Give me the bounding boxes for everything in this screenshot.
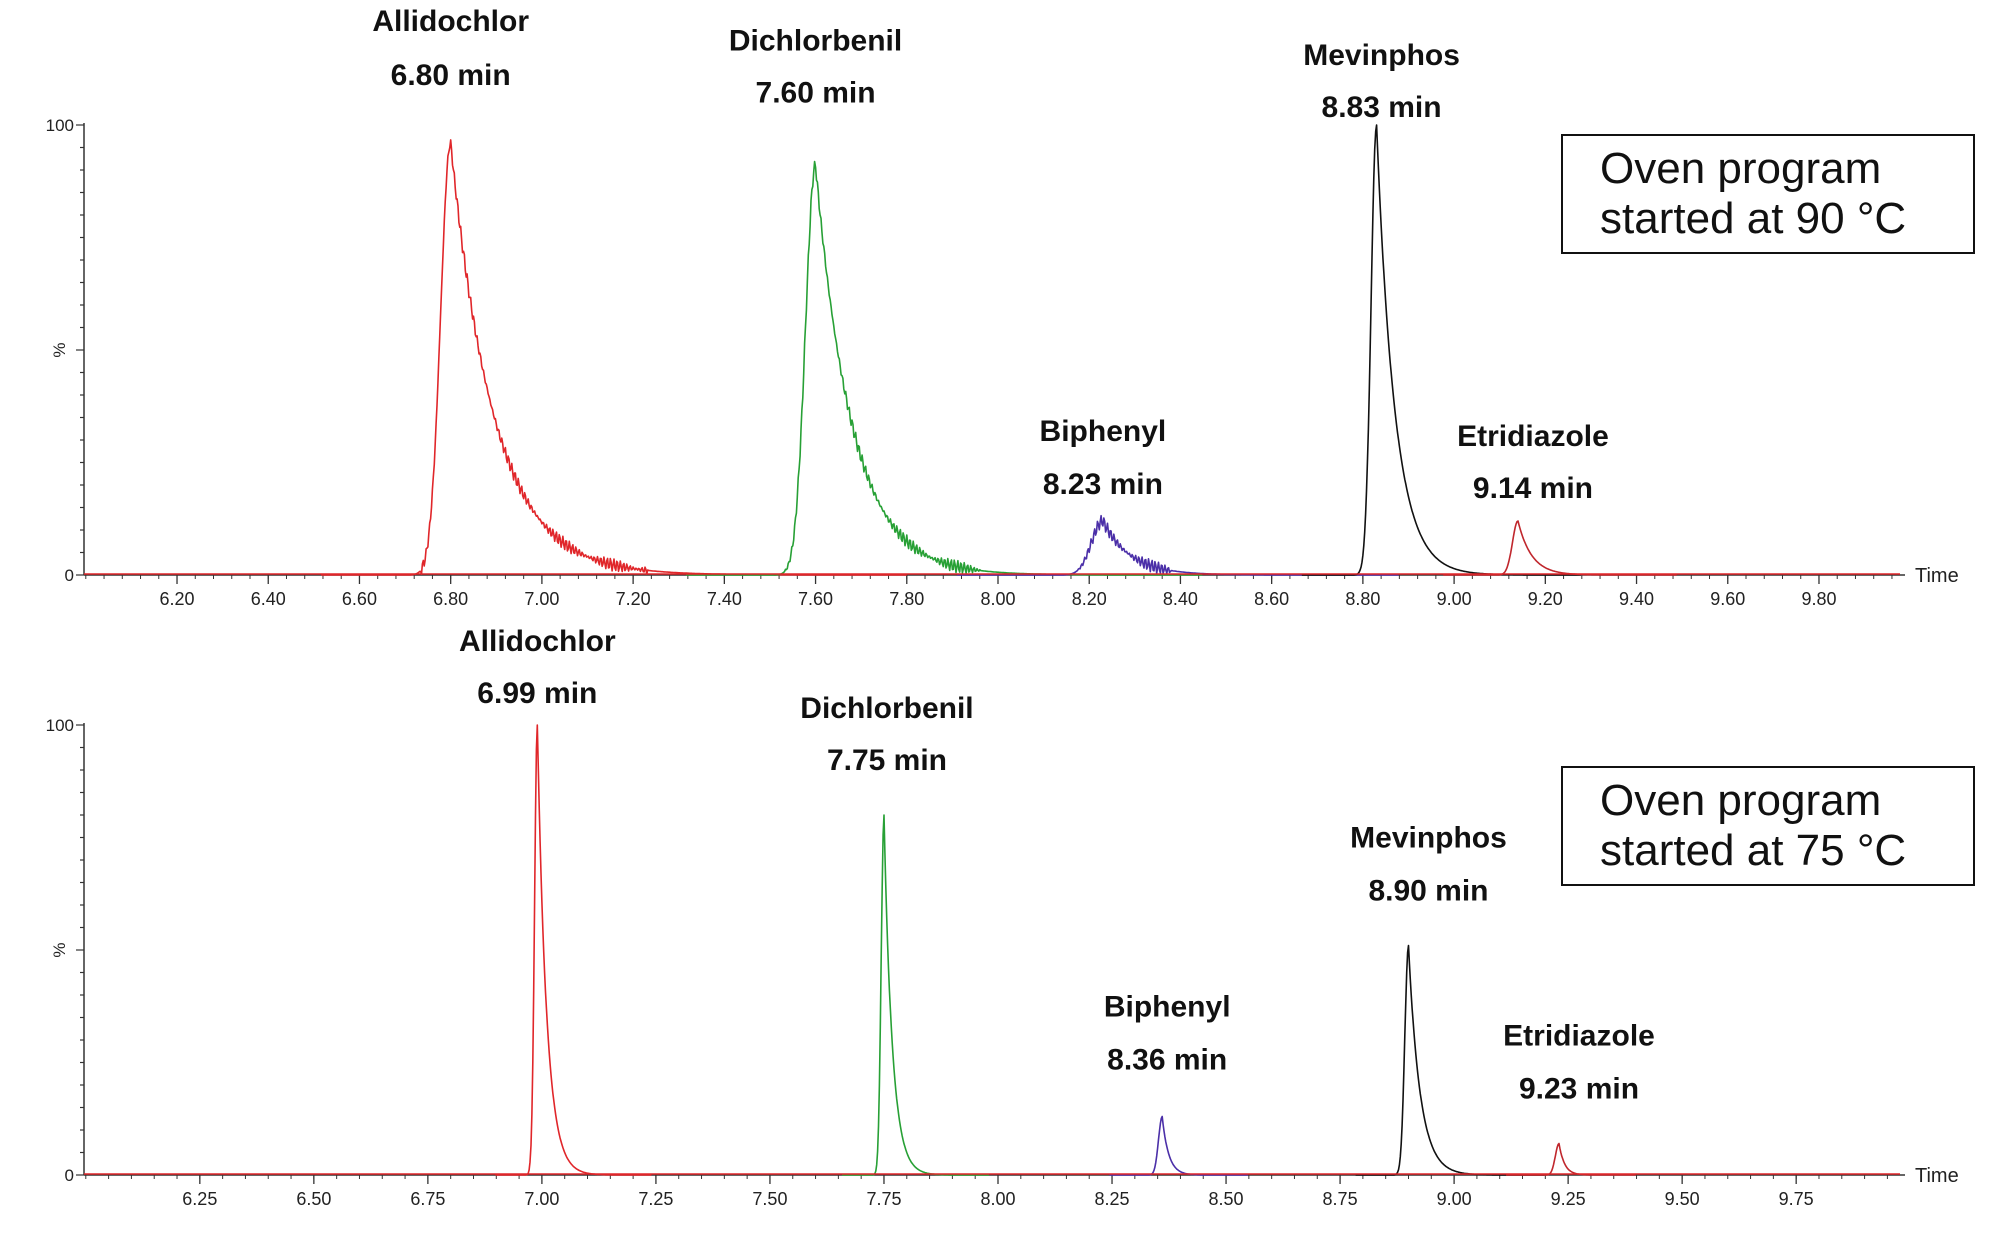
x-tick-label: 8.25 (1095, 1189, 1130, 1209)
oven-program-line-1: Oven program (1600, 144, 1881, 193)
x-tick-label: 6.80 (433, 589, 468, 609)
peak-name-label: Etridiazole (1457, 420, 1609, 453)
x-tick-label: 7.60 (798, 589, 833, 609)
x-tick-label: 9.25 (1551, 1189, 1586, 1209)
x-tick-label: 9.80 (1801, 589, 1836, 609)
peak-name-label: Mevinphos (1303, 39, 1460, 72)
chromatogram-top-panel: 0 100% 6.20 6.40 6.60 6.80 7.00 7.20 7.40 7.60 7.8… (46, 5, 1975, 609)
peak-time-label: 8.23 min (1043, 468, 1163, 501)
x-tick-label: 7.20 (616, 589, 651, 609)
chromatogram-peak-etridiazole (1506, 1142, 1636, 1176)
x-tick-label: 7.80 (889, 589, 924, 609)
x-axis-label: Time (1915, 565, 1959, 587)
x-tick-label: 8.60 (1254, 589, 1289, 609)
oven-program-line-2: started at 90 °C (1600, 194, 1906, 243)
peak-time-label: 7.60 min (756, 77, 876, 110)
x-axis-label: Time (1915, 1165, 1959, 1187)
x-tick-label: 8.80 (1345, 589, 1380, 609)
x-tick-label: 7.25 (638, 1189, 673, 1209)
peak-time-label: 7.75 min (827, 744, 947, 777)
y-tick-label: 0 (65, 566, 74, 585)
x-tick-label: 8.00 (980, 1189, 1015, 1209)
peak-time-label: 8.36 min (1107, 1044, 1227, 1077)
x-tick-label: 7.50 (752, 1189, 787, 1209)
x-tick-label: 9.50 (1665, 1189, 1700, 1209)
peak-time-label: 8.83 min (1322, 91, 1442, 124)
chromatogram-peak-mevinphos (1301, 124, 1581, 576)
x-tick-label: 8.75 (1323, 1189, 1358, 1209)
oven-program-box (1561, 766, 1975, 886)
chromatogram-peak-dichlorbenil (686, 160, 1203, 576)
y-tick-label: 100 (46, 716, 74, 735)
chromatogram-bottom-panel: 0 100% 6.25 6.50 6.75 7.00 7.25 7.50 7.75 8.00 8.2… (46, 625, 1975, 1209)
x-tick-label: 8.50 (1209, 1189, 1244, 1209)
x-tick-label: 7.00 (524, 1189, 559, 1209)
peak-name-label: Dichlorbenil (800, 692, 973, 725)
chromatogram-peak-allidochlor (495, 724, 652, 1176)
x-tick-label: 6.60 (342, 589, 377, 609)
peak-name-label: Dichlorbenil (729, 25, 902, 58)
peak-time-label: 9.14 min (1473, 472, 1593, 505)
x-tick-label: 9.60 (1710, 589, 1745, 609)
x-tick-label: 8.40 (1163, 589, 1198, 609)
peak-time-label: 6.99 min (477, 677, 597, 710)
peak-name-label: Allidochlor (459, 625, 616, 658)
oven-program-line-1: Oven program (1600, 776, 1881, 825)
y-axis-label: % (50, 942, 69, 957)
x-tick-label: 8.00 (980, 589, 1015, 609)
x-tick-label: 8.20 (1072, 589, 1107, 609)
peak-time-label: 8.90 min (1368, 875, 1488, 908)
x-tick-label: 9.75 (1779, 1189, 1814, 1209)
chromatogram-peak-allidochlor (321, 139, 907, 576)
x-tick-label: 7.75 (866, 1189, 901, 1209)
x-tick-label: 9.00 (1437, 1189, 1472, 1209)
x-tick-label: 7.40 (707, 589, 742, 609)
chromatogram-peak-etridiazole (1443, 520, 1677, 576)
peak-name-label: Allidochlor (372, 5, 529, 38)
x-tick-label: 6.40 (251, 589, 286, 609)
chromatogram-peak-mevinphos (1355, 944, 1545, 1176)
x-tick-label: 7.00 (524, 589, 559, 609)
x-tick-label: 9.00 (1437, 589, 1472, 609)
y-tick-label: 0 (65, 1166, 74, 1185)
peak-name-label: Etridiazole (1503, 1020, 1655, 1053)
peak-name-label: Mevinphos (1350, 822, 1507, 855)
x-tick-label: 6.25 (182, 1189, 217, 1209)
x-tick-label: 6.20 (159, 589, 194, 609)
chromatogram-peak-biphenyl (1109, 1115, 1248, 1176)
oven-program-box (1561, 134, 1975, 254)
peak-time-label: 6.80 min (391, 59, 511, 92)
x-tick-label: 6.50 (296, 1189, 331, 1209)
y-axis-label: % (50, 342, 69, 357)
peak-name-label: Biphenyl (1040, 415, 1167, 448)
peak-name-label: Biphenyl (1104, 991, 1231, 1024)
x-tick-label: 9.20 (1528, 589, 1563, 609)
oven-program-line-2: started at 75 °C (1600, 826, 1906, 875)
x-tick-label: 6.75 (410, 1189, 445, 1209)
x-tick-label: 9.40 (1619, 589, 1654, 609)
peak-time-label: 9.23 min (1519, 1073, 1639, 1106)
y-tick-label: 100 (46, 116, 74, 135)
chromatogram-peak-biphenyl (957, 514, 1399, 576)
chromatogram-peak-dichlorbenil (842, 814, 989, 1176)
